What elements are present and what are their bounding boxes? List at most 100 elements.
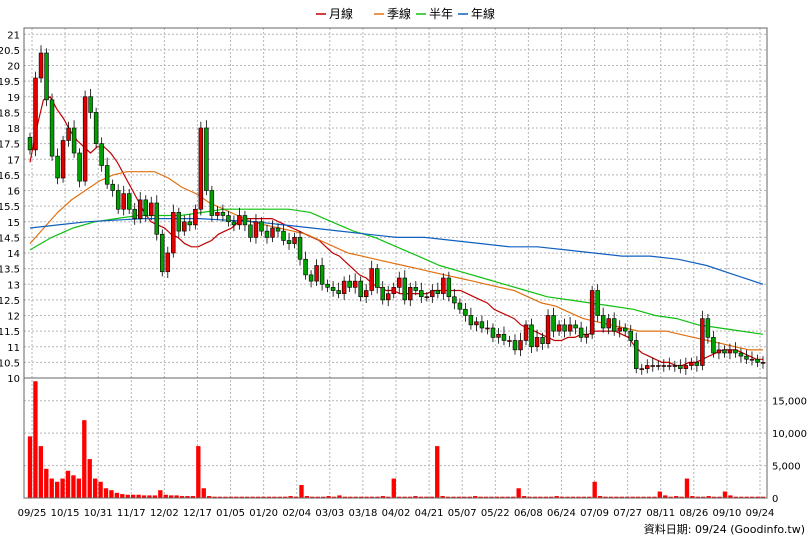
candle xyxy=(193,204,198,230)
volume-bar xyxy=(348,496,353,498)
volume-bar xyxy=(538,496,543,498)
candle xyxy=(617,320,622,338)
candle xyxy=(661,359,667,372)
volume-bar xyxy=(608,496,614,498)
volume-bar xyxy=(641,496,646,498)
candle xyxy=(755,354,760,368)
date-tick-label: 05/22 xyxy=(481,508,510,519)
volume-bar xyxy=(646,496,652,498)
candle xyxy=(314,259,319,286)
volume-bar xyxy=(315,496,320,498)
legend-label: 月線 xyxy=(329,6,353,21)
volume-panel-frame xyxy=(23,377,768,499)
candle xyxy=(490,323,496,343)
price-tick-label: 16.5 xyxy=(0,171,20,182)
candle xyxy=(380,281,385,305)
volume-bar xyxy=(559,496,565,498)
ma-quarter-line xyxy=(29,171,763,351)
price-tick-label: 17 xyxy=(7,155,20,166)
volume-bar xyxy=(44,468,49,498)
volume-bar xyxy=(668,496,673,498)
volume-bar xyxy=(190,496,196,498)
volume-bar xyxy=(587,496,592,498)
candle xyxy=(424,292,430,302)
volume-bar xyxy=(299,485,304,498)
volume-bar xyxy=(196,446,201,498)
date-tick-label: 10/31 xyxy=(84,508,113,519)
date-tick-label: 10/15 xyxy=(51,508,80,519)
candle xyxy=(242,210,248,232)
volume-bar xyxy=(245,496,250,498)
volume-bar xyxy=(266,496,272,498)
volume-bar xyxy=(673,496,679,498)
candle xyxy=(711,331,716,358)
candle xyxy=(204,120,209,196)
price-tick-label: 10 xyxy=(7,374,20,385)
candle xyxy=(408,282,413,307)
volume-bar xyxy=(625,496,630,498)
volume-bar xyxy=(49,478,54,498)
volume-bar xyxy=(424,496,429,498)
volume-bar xyxy=(65,470,71,498)
volume-bar xyxy=(717,496,722,498)
candle xyxy=(303,251,308,280)
candle xyxy=(270,220,275,243)
volume-bar xyxy=(549,496,554,498)
candle xyxy=(154,195,159,241)
price-tick-label: 21 xyxy=(7,30,20,41)
candle xyxy=(468,307,474,330)
volume-bar xyxy=(494,496,500,498)
date-tick-label: 06/24 xyxy=(547,508,576,519)
volume-bar xyxy=(576,496,581,498)
candle xyxy=(694,356,700,372)
candle xyxy=(341,276,347,300)
date-tick-label: 09/10 xyxy=(712,508,741,519)
volume-bar xyxy=(478,496,483,498)
volume-bar xyxy=(321,496,326,498)
volume-bar xyxy=(304,496,310,498)
ma-month-line xyxy=(29,96,763,367)
candle xyxy=(733,342,738,358)
price-tick-label: 20 xyxy=(7,62,20,73)
volume-bar xyxy=(207,496,212,498)
candle xyxy=(578,321,584,343)
candle xyxy=(325,279,330,293)
price-tick-label: 15 xyxy=(7,218,20,229)
candle xyxy=(33,71,38,157)
date-tick-label: 07/27 xyxy=(613,508,642,519)
candle xyxy=(226,210,231,227)
volume-bar xyxy=(174,495,179,498)
volume-bar xyxy=(619,496,625,498)
volume-bar xyxy=(331,496,337,498)
candle xyxy=(297,231,303,266)
candle xyxy=(523,320,529,346)
candle xyxy=(672,360,678,372)
candle xyxy=(452,288,457,310)
candle xyxy=(567,317,573,336)
candle xyxy=(220,204,226,222)
candle xyxy=(689,357,694,371)
candle xyxy=(187,213,193,232)
candle xyxy=(77,148,82,188)
ma-year-line xyxy=(29,218,764,285)
candle xyxy=(374,263,380,294)
volume-bar xyxy=(690,496,695,498)
candle xyxy=(336,282,341,299)
volume-bar xyxy=(76,478,82,498)
candle xyxy=(479,315,485,333)
volume-bar xyxy=(554,496,559,498)
date-tick-label: 04/02 xyxy=(382,508,411,519)
candle xyxy=(248,218,253,243)
volume-bar xyxy=(695,496,701,498)
volume-bar xyxy=(581,496,586,498)
volume-bar xyxy=(489,496,494,498)
candle xyxy=(545,309,551,349)
date-tick-label: 08/26 xyxy=(679,508,708,519)
price-tick-label: 14.5 xyxy=(0,233,20,244)
volume-bar xyxy=(652,496,657,498)
volume-tick-label: 10,000 xyxy=(772,429,807,440)
candle xyxy=(264,224,270,244)
volume-bar xyxy=(217,496,223,498)
volume-bar xyxy=(103,488,109,498)
candle xyxy=(419,282,424,303)
